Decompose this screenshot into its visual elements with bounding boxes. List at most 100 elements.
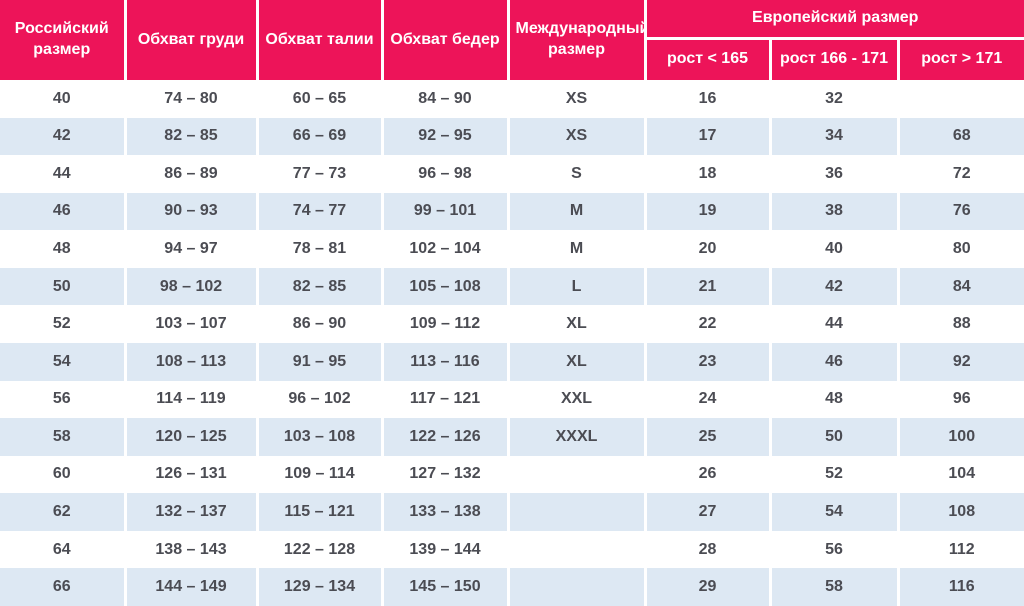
table-cell: XS xyxy=(506,117,645,156)
table-cell: M xyxy=(506,192,645,231)
table-row: 56 114 – 119 96 – 102 117 – 121 XXL 24 48 96 xyxy=(0,380,1024,419)
table-cell: 109 – 112 xyxy=(380,305,508,343)
col-header-height-lt-165: рост < 165 xyxy=(643,38,770,80)
table-row: 48 94 – 97 78 – 81 102 – 104 M 20 40 80 xyxy=(0,230,1024,268)
table-cell: 112 xyxy=(896,530,1024,569)
table-cell: 44 xyxy=(768,305,898,343)
table-cell: 102 – 104 xyxy=(380,230,508,268)
table-cell: 25 xyxy=(643,418,770,456)
table-cell: 34 xyxy=(768,117,898,156)
table-cell: 74 – 80 xyxy=(123,80,257,118)
table-cell: 23 xyxy=(643,342,770,381)
table-row: 44 86 – 89 77 – 73 96 – 98 S 18 36 72 xyxy=(0,155,1024,193)
table-cell: 26 xyxy=(643,455,770,494)
table-cell: 126 – 131 xyxy=(123,455,257,494)
table-cell: 54 xyxy=(768,493,898,531)
table-cell: 144 – 149 xyxy=(123,568,257,606)
table-cell: 17 xyxy=(643,117,770,156)
table-cell: 66 – 69 xyxy=(255,117,382,156)
table-cell: 91 – 95 xyxy=(255,342,382,381)
table-cell: 56 xyxy=(52,390,71,408)
table-cell: 108 xyxy=(896,493,1024,531)
table-cell: 27 xyxy=(643,493,770,531)
table-row: 42 82 – 85 66 – 69 92 – 95 XS 17 34 68 xyxy=(0,117,1024,156)
table-cell: 80 xyxy=(896,230,1024,268)
table-cell: 20 xyxy=(643,230,770,268)
table-row: 40 74 – 80 60 – 65 84 – 90 XS 16 32 xyxy=(0,80,1024,118)
table-cell: 40 xyxy=(52,89,71,107)
table-cell: 114 – 119 xyxy=(123,380,257,419)
table-cell: 29 xyxy=(643,568,770,606)
table-cell: XXL xyxy=(506,380,645,419)
table-cell: 40 xyxy=(768,230,898,268)
table-cell: 36 xyxy=(768,155,898,193)
table-cell: 103 – 107 xyxy=(123,305,257,343)
table-cell: 48 xyxy=(52,240,71,258)
table-cell: 92 xyxy=(896,342,1024,381)
table-row: 66 144 – 149 129 – 134 145 – 150 29 58 116 xyxy=(0,568,1024,606)
table-cell: 100 xyxy=(896,418,1024,456)
table-cell: 54 xyxy=(52,352,71,370)
table-cell xyxy=(506,455,645,494)
table-cell: XL xyxy=(506,305,645,343)
table-row: 64 138 – 143 122 – 128 139 – 144 28 56 112 xyxy=(0,530,1024,569)
table-cell: 127 – 132 xyxy=(380,455,508,494)
col-header-hips: Обхват бедер xyxy=(380,0,508,80)
table-cell: 116 xyxy=(896,568,1024,606)
table-cell: 19 xyxy=(643,192,770,231)
table-cell: M xyxy=(506,230,645,268)
table-cell: 96 xyxy=(896,380,1024,419)
table-cell: 96 – 102 xyxy=(255,380,382,419)
table-cell: 32 xyxy=(768,80,898,118)
table-cell: 18 xyxy=(643,155,770,193)
table-cell: 44 xyxy=(52,164,71,182)
table-cell: 84 xyxy=(896,267,1024,306)
table-body: 40 74 – 80 60 – 65 84 – 90 XS 16 32 42 82 – 85 66… xyxy=(0,80,1024,606)
table-cell: 64 xyxy=(52,540,71,558)
table-cell: 16 xyxy=(643,80,770,118)
col-header-russian-size: Российский размер xyxy=(0,0,125,80)
table-cell: 92 – 95 xyxy=(380,117,508,156)
header-row-sub: рост < 165 рост 166 - 171 рост > 171 xyxy=(0,38,1024,80)
table-cell: 78 – 81 xyxy=(255,230,382,268)
table-cell: 74 – 77 xyxy=(255,192,382,231)
table-cell: 82 – 85 xyxy=(255,267,382,306)
col-header-height-gt-171: рост > 171 xyxy=(896,38,1024,80)
table-cell: 86 – 90 xyxy=(255,305,382,343)
table-cell: 38 xyxy=(768,192,898,231)
table-cell: 103 – 108 xyxy=(255,418,382,456)
col-header-waist: Обхват талии xyxy=(255,0,382,80)
table-cell: 60 xyxy=(52,465,71,483)
table-row: 52 103 – 107 86 – 90 109 – 112 XL 22 44 88 xyxy=(0,305,1024,343)
table-cell: 122 – 128 xyxy=(255,530,382,569)
table-cell: 68 xyxy=(896,117,1024,156)
table-cell: 96 – 98 xyxy=(380,155,508,193)
table-cell: 117 – 121 xyxy=(380,380,508,419)
table-cell: 76 xyxy=(896,192,1024,231)
table-cell: 58 xyxy=(52,427,71,445)
table-cell: 88 xyxy=(896,305,1024,343)
table-cell: 24 xyxy=(643,380,770,419)
table-cell: 115 – 121 xyxy=(255,493,382,531)
table-row: 54 108 – 113 91 – 95 113 – 116 XL 23 46 92 xyxy=(0,342,1024,381)
table-cell: 105 – 108 xyxy=(380,267,508,306)
table-cell: S xyxy=(506,155,645,193)
table-cell: 132 – 137 xyxy=(123,493,257,531)
table-cell: 42 xyxy=(52,127,71,145)
table-cell: 139 – 144 xyxy=(380,530,508,569)
table-cell xyxy=(506,493,645,531)
table-cell: 28 xyxy=(643,530,770,569)
table-cell: 58 xyxy=(768,568,898,606)
table-cell: 113 – 116 xyxy=(380,342,508,381)
table-cell: 82 – 85 xyxy=(123,117,257,156)
table-row: 58 120 – 125 103 – 108 122 – 126 XXXL 25 50 100 xyxy=(0,418,1024,456)
table-cell: 122 – 126 xyxy=(380,418,508,456)
table-cell: XXXL xyxy=(506,418,645,456)
table-header: Российский размер Обхват груди Обхват та… xyxy=(0,0,1024,80)
table-cell: 90 – 93 xyxy=(123,192,257,231)
table-cell: 138 – 143 xyxy=(123,530,257,569)
table-row: 46 90 – 93 74 – 77 99 – 101 M 19 38 76 xyxy=(0,192,1024,231)
table-cell: 52 xyxy=(768,455,898,494)
table-cell: 77 – 73 xyxy=(255,155,382,193)
table-row: 60 126 – 131 109 – 114 127 – 132 26 52 104 xyxy=(0,455,1024,494)
